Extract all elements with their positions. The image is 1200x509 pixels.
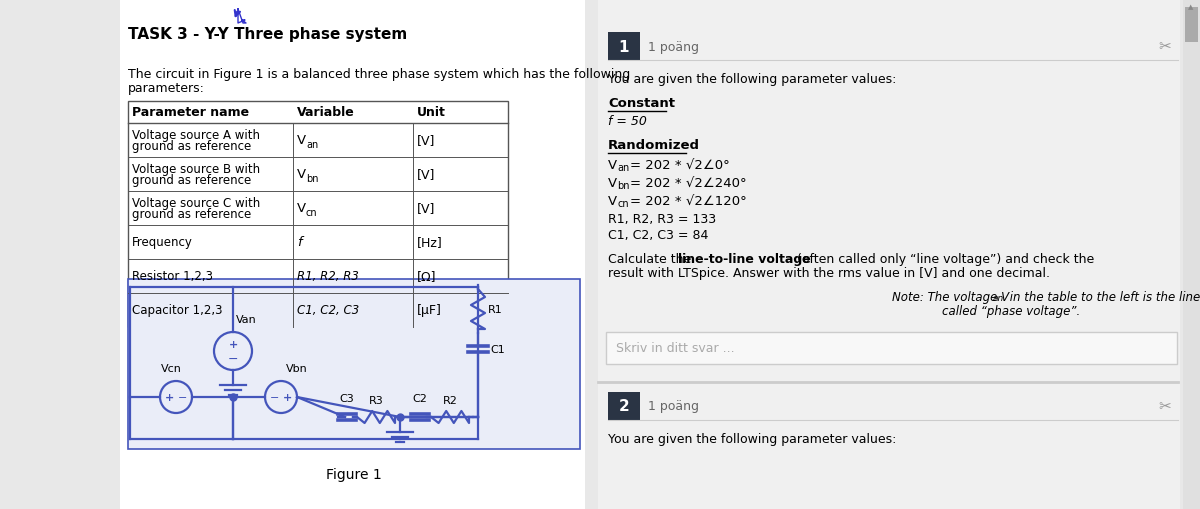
Text: Voltage source A with: Voltage source A with bbox=[132, 129, 260, 142]
Text: in the table to the left is the line-to-neutral voltage. It is also: in the table to the left is the line-to-… bbox=[1007, 291, 1200, 303]
Text: ✂: ✂ bbox=[1159, 399, 1171, 414]
Text: V: V bbox=[298, 168, 306, 181]
Text: Unit: Unit bbox=[418, 106, 446, 119]
Text: an: an bbox=[617, 163, 629, 173]
Text: cn: cn bbox=[306, 208, 318, 217]
Text: Resistor 1,2,3: Resistor 1,2,3 bbox=[132, 270, 214, 283]
Text: ▲: ▲ bbox=[1188, 4, 1194, 10]
FancyBboxPatch shape bbox=[606, 332, 1177, 364]
Text: C1, C2, C3 = 84: C1, C2, C3 = 84 bbox=[608, 229, 708, 242]
Text: ground as reference: ground as reference bbox=[132, 140, 251, 153]
Text: You are given the following parameter values:: You are given the following parameter va… bbox=[608, 432, 896, 445]
Text: Vcn: Vcn bbox=[161, 363, 181, 373]
Text: result with LTSpice. Answer with the rms value in [V] and one decimal.: result with LTSpice. Answer with the rms… bbox=[608, 267, 1050, 279]
Text: Randomized: Randomized bbox=[608, 139, 700, 152]
Text: [V]: [V] bbox=[418, 134, 436, 147]
Text: ✂: ✂ bbox=[1159, 39, 1171, 54]
Text: Frequency: Frequency bbox=[132, 236, 193, 249]
Text: called “phase voltage”.: called “phase voltage”. bbox=[942, 304, 1080, 318]
Text: R1, R2, R3 = 133: R1, R2, R3 = 133 bbox=[608, 213, 716, 225]
Text: [V]: [V] bbox=[418, 168, 436, 181]
Bar bbox=[598, 0, 1180, 509]
Text: R1: R1 bbox=[488, 304, 503, 315]
Text: R2: R2 bbox=[443, 395, 457, 405]
Text: Voltage source C with: Voltage source C with bbox=[132, 197, 260, 210]
Bar bbox=[608, 392, 640, 420]
Bar bbox=[1183, 0, 1200, 509]
Text: (often called only “line voltage”) and check the: (often called only “line voltage”) and c… bbox=[793, 252, 1094, 266]
Text: [μF]: [μF] bbox=[418, 304, 442, 317]
Text: Vbn: Vbn bbox=[286, 363, 307, 373]
Polygon shape bbox=[238, 10, 246, 24]
Text: +: + bbox=[228, 340, 238, 349]
Bar bbox=[128, 279, 580, 449]
Text: +: + bbox=[283, 392, 293, 402]
Text: V: V bbox=[608, 194, 617, 208]
Text: 1 poäng: 1 poäng bbox=[648, 40, 698, 53]
Text: [Ω]: [Ω] bbox=[418, 270, 437, 283]
Text: cn: cn bbox=[617, 199, 629, 209]
Text: parameters:: parameters: bbox=[128, 82, 205, 95]
Text: V: V bbox=[608, 159, 617, 172]
Text: V: V bbox=[298, 134, 306, 147]
Text: −: − bbox=[228, 352, 239, 365]
Bar bbox=[608, 33, 640, 61]
Text: 1 poäng: 1 poäng bbox=[648, 400, 698, 413]
Text: You are given the following parameter values:: You are given the following parameter va… bbox=[608, 73, 896, 86]
Text: +: + bbox=[166, 392, 175, 402]
Text: C1: C1 bbox=[490, 344, 505, 354]
Text: Parameter name: Parameter name bbox=[132, 106, 250, 119]
Text: [V]: [V] bbox=[418, 202, 436, 215]
Text: −: − bbox=[270, 392, 280, 402]
Text: Voltage source B with: Voltage source B with bbox=[132, 163, 260, 176]
Text: [Hz]: [Hz] bbox=[418, 236, 443, 249]
Text: C1, C2, C3: C1, C2, C3 bbox=[298, 304, 359, 317]
Text: Calculate the: Calculate the bbox=[608, 252, 695, 266]
Text: Skriv in ditt svar ...: Skriv in ditt svar ... bbox=[616, 342, 734, 355]
Text: ground as reference: ground as reference bbox=[132, 174, 251, 187]
Text: ground as reference: ground as reference bbox=[132, 208, 251, 221]
Text: The circuit in Figure 1 is a balanced three phase system which has the following: The circuit in Figure 1 is a balanced th… bbox=[128, 68, 630, 81]
Text: R3: R3 bbox=[368, 395, 383, 405]
Text: f = 50: f = 50 bbox=[608, 115, 647, 128]
Bar bbox=[128, 102, 508, 327]
Text: bn: bn bbox=[617, 181, 630, 191]
Text: C3: C3 bbox=[340, 393, 354, 403]
Text: Constant: Constant bbox=[608, 97, 674, 110]
Text: an: an bbox=[992, 293, 1003, 302]
Text: Capacitor 1,2,3: Capacitor 1,2,3 bbox=[132, 304, 222, 317]
Text: = 202 * √2∠120°: = 202 * √2∠120° bbox=[630, 194, 746, 208]
Bar bbox=[120, 0, 586, 509]
Text: f: f bbox=[298, 236, 301, 249]
Text: = 202 * √2∠0°: = 202 * √2∠0° bbox=[630, 159, 730, 172]
Text: bn: bn bbox=[306, 174, 318, 184]
Text: line-to-line voltage: line-to-line voltage bbox=[678, 252, 811, 266]
Text: Van: Van bbox=[236, 315, 257, 324]
Text: V: V bbox=[298, 202, 306, 215]
Text: = 202 * √2∠240°: = 202 * √2∠240° bbox=[630, 177, 746, 190]
Text: Variable: Variable bbox=[298, 106, 355, 119]
Bar bbox=[1186, 8, 1198, 43]
Text: R1, R2, R3: R1, R2, R3 bbox=[298, 270, 359, 283]
Text: 1: 1 bbox=[619, 39, 629, 54]
Text: Figure 1: Figure 1 bbox=[326, 467, 382, 481]
Text: −: − bbox=[179, 392, 187, 402]
Text: 2: 2 bbox=[619, 399, 629, 414]
Text: C2: C2 bbox=[413, 393, 427, 403]
Text: Note: The voltage V: Note: The voltage V bbox=[892, 291, 1009, 303]
Text: an: an bbox=[306, 140, 318, 150]
Text: V: V bbox=[608, 177, 617, 190]
Text: TASK 3 - Y-Y Three phase system: TASK 3 - Y-Y Three phase system bbox=[128, 27, 407, 42]
